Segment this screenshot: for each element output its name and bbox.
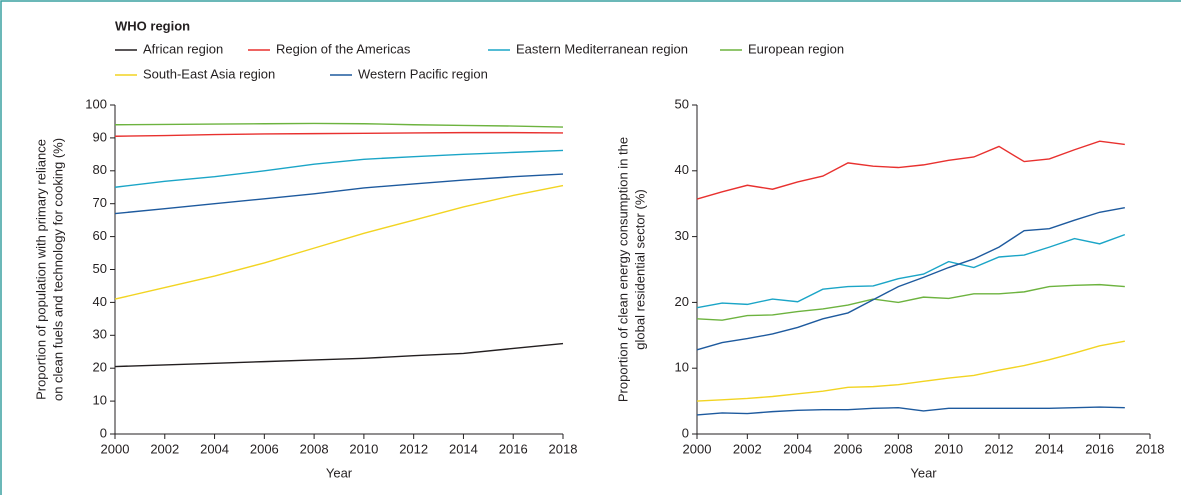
legend-label: European region	[748, 41, 844, 56]
y-tick-label: 40	[675, 162, 689, 177]
x-axis-label: Year	[326, 465, 353, 480]
y-tick-label: 80	[93, 162, 107, 177]
y-tick-label: 50	[93, 261, 107, 276]
x-tick-label: 2004	[200, 441, 229, 456]
x-tick-label: 2008	[300, 441, 329, 456]
x-tick-label: 2004	[783, 441, 812, 456]
series-line	[696, 206, 1125, 351]
series-line	[696, 340, 1125, 402]
x-tick-label: 2016	[1085, 441, 1114, 456]
x-tick-label: 2006	[250, 441, 279, 456]
legend-label: Eastern Mediterranean region	[516, 41, 688, 56]
x-tick-label: 2014	[449, 441, 478, 456]
y-tick-label: 20	[675, 294, 689, 309]
series-line	[114, 131, 564, 137]
x-tick-label: 2018	[549, 441, 578, 456]
y-tick-label: 20	[93, 360, 107, 375]
y-tick-label: 70	[93, 195, 107, 210]
x-tick-label: 2016	[499, 441, 528, 456]
series-line	[696, 406, 1125, 416]
y-tick-label: 30	[675, 228, 689, 243]
x-tick-label: 2018	[1136, 441, 1165, 456]
x-tick-label: 2010	[349, 441, 378, 456]
y-tick-label: 30	[93, 327, 107, 342]
y-tick-label: 90	[93, 129, 107, 144]
y-axis-label: on clean fuels and technology for cookin…	[50, 138, 65, 401]
series-line	[696, 233, 1126, 309]
x-tick-label: 2012	[985, 441, 1014, 456]
x-tick-label: 2002	[150, 441, 179, 456]
x-tick-label: 2008	[884, 441, 913, 456]
x-tick-label: 2002	[733, 441, 762, 456]
legend-label: South-East Asia region	[143, 66, 275, 81]
y-tick-label: 60	[93, 228, 107, 243]
x-tick-label: 2010	[934, 441, 963, 456]
y-tick-label: 100	[85, 96, 107, 111]
series-line	[114, 173, 564, 215]
x-axis-label: Year	[910, 465, 937, 480]
legend-label: Region of the Americas	[276, 41, 411, 56]
y-axis-label: global residential sector (%)	[632, 189, 647, 349]
y-tick-label: 50	[675, 96, 689, 111]
legend-label: African region	[143, 41, 223, 56]
series-line	[114, 122, 564, 128]
series-line	[696, 140, 1125, 200]
series-line	[114, 184, 564, 300]
series-line	[696, 283, 1125, 321]
x-tick-label: 2014	[1035, 441, 1064, 456]
y-tick-label: 10	[675, 360, 689, 375]
series-line	[114, 342, 564, 368]
y-axis-label: Proportion of clean energy consumption i…	[615, 137, 630, 402]
legend-title: WHO region	[115, 18, 190, 33]
x-tick-label: 2006	[834, 441, 863, 456]
y-tick-label: 10	[93, 393, 107, 408]
x-tick-label: 2000	[683, 441, 712, 456]
legend-label: Western Pacific region	[358, 66, 488, 81]
series-line	[114, 149, 564, 188]
y-tick-label: 0	[100, 425, 107, 440]
x-tick-label: 2000	[101, 441, 130, 456]
x-tick-label: 2012	[399, 441, 428, 456]
y-tick-label: 0	[682, 425, 689, 440]
y-axis-label: Proportion of population with primary re…	[33, 139, 48, 400]
y-tick-label: 40	[93, 294, 107, 309]
